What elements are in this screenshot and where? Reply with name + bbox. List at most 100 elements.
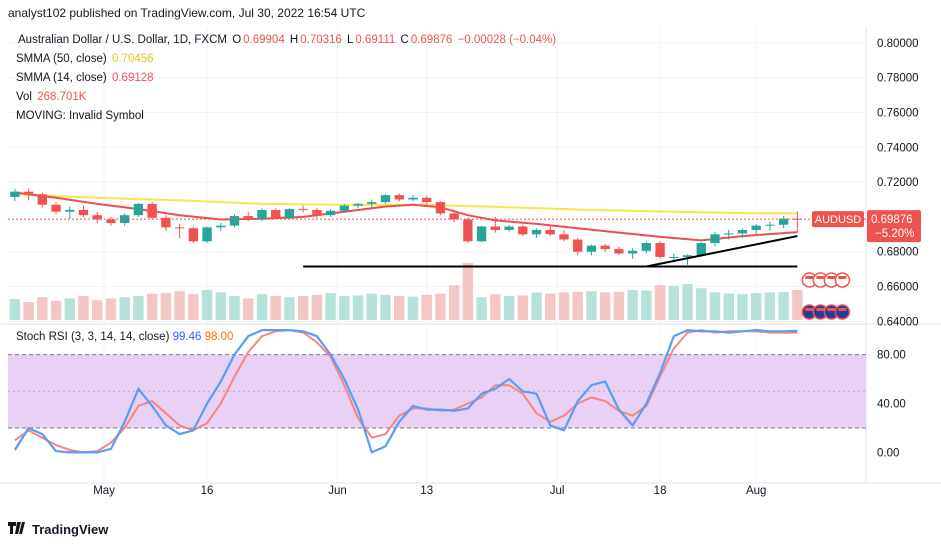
volume-bar bbox=[709, 292, 721, 320]
high-label: H bbox=[289, 34, 299, 46]
volume-bar bbox=[723, 293, 734, 320]
candle-body bbox=[394, 195, 404, 200]
symbol-badge-label: AUDUSD bbox=[815, 214, 862, 226]
candle-body bbox=[710, 234, 720, 244]
moving-legend[interactable]: MOVING: Invalid Symbol bbox=[16, 110, 144, 122]
stoch-legend[interactable]: Stoch RSI (3, 3, 14, 14, close) 99.46 98… bbox=[16, 331, 233, 343]
volume-bar bbox=[407, 296, 419, 320]
volume-bar bbox=[394, 296, 405, 320]
price-tick-label: 0.74000 bbox=[877, 142, 919, 154]
volume-bar bbox=[188, 294, 199, 320]
candle-body bbox=[229, 216, 240, 226]
candle-body bbox=[614, 249, 624, 254]
candle-body bbox=[51, 204, 61, 212]
ohlc-legend: Australian Dollar / U.S. Dollar, 1D, FXC… bbox=[16, 34, 556, 46]
volume-bar bbox=[435, 293, 446, 320]
low-value: 0.69111 bbox=[355, 34, 396, 46]
volume-bar bbox=[558, 292, 570, 320]
candle-body bbox=[339, 205, 350, 211]
published-header: analyst102 published on TradingView.com,… bbox=[8, 6, 366, 20]
stoch-tick-label: 40.00 bbox=[877, 399, 906, 411]
indicator-lines bbox=[13, 191, 798, 454]
price-tick-label: 0.76000 bbox=[877, 107, 919, 119]
volume-bar bbox=[421, 294, 432, 320]
price-tick-label: 0.72000 bbox=[877, 177, 919, 189]
stoch-k-value: 99.46 bbox=[172, 331, 202, 343]
volume-bar bbox=[792, 290, 803, 320]
footer-brand[interactable]: TradingView bbox=[8, 522, 108, 537]
volume-bar bbox=[284, 297, 295, 320]
volume-bar bbox=[23, 302, 34, 320]
candle-body bbox=[367, 202, 377, 204]
volume-bar bbox=[462, 263, 474, 320]
symbol-badge bbox=[812, 211, 864, 228]
price-chart[interactable]: 0.800000.780000.760000.740000.720000.700… bbox=[0, 28, 941, 516]
flag-icon-au bbox=[834, 304, 851, 320]
candle-body bbox=[518, 226, 528, 235]
candle-body bbox=[655, 243, 665, 257]
volume-bar bbox=[586, 291, 597, 320]
chart-container[interactable]: 0.800000.780000.760000.740000.720000.700… bbox=[0, 28, 941, 516]
volume-bar bbox=[64, 298, 75, 320]
volume-bar bbox=[160, 293, 172, 320]
volume-bar bbox=[78, 296, 89, 320]
candle-body bbox=[422, 197, 432, 203]
close-label: C bbox=[400, 34, 409, 46]
symbol-label[interactable]: Australian Dollar / U.S. Dollar, 1D, FXC… bbox=[18, 34, 227, 46]
volume-bar bbox=[243, 298, 254, 320]
candle-body bbox=[312, 209, 322, 216]
candle-body bbox=[641, 243, 652, 251]
candle-body bbox=[751, 225, 761, 230]
flag-icon-us bbox=[823, 272, 840, 288]
volume-bar bbox=[627, 290, 638, 320]
candle-body bbox=[696, 243, 706, 256]
volume-bar bbox=[325, 293, 336, 320]
open-label: O bbox=[232, 34, 242, 46]
volume-bar bbox=[37, 297, 48, 320]
change-value: −0.00028 (−0.04%) bbox=[457, 34, 557, 46]
price-badge-change: −5.20% bbox=[875, 228, 914, 240]
candle-body bbox=[271, 209, 281, 218]
candle-body bbox=[10, 191, 20, 197]
volume-bar bbox=[682, 284, 693, 320]
volume-legend[interactable]: Vol 268.701K bbox=[16, 91, 86, 103]
sma50-line bbox=[14, 193, 798, 215]
volume-bar bbox=[641, 290, 652, 320]
candle-body bbox=[545, 229, 555, 235]
volume-bar bbox=[654, 285, 666, 320]
event-flags bbox=[801, 272, 851, 320]
volume-bar bbox=[599, 292, 611, 320]
candle-body bbox=[573, 239, 583, 252]
tradingview-logo-icon bbox=[8, 522, 28, 537]
volume-bar bbox=[778, 291, 789, 320]
high-value: 0.70316 bbox=[300, 34, 342, 46]
price-badge-value: 0.69876 bbox=[871, 214, 913, 226]
candle-body bbox=[284, 209, 295, 218]
volume-bar bbox=[215, 292, 227, 320]
sma50-legend[interactable]: SMMA (50, close) 0.70456 bbox=[16, 53, 154, 65]
volume-bar bbox=[105, 298, 117, 320]
sma14-value: 0.69128 bbox=[111, 72, 154, 84]
candle-body bbox=[92, 215, 102, 220]
candles bbox=[10, 188, 803, 265]
candle-body bbox=[408, 197, 418, 200]
candle-body bbox=[37, 194, 47, 205]
volume-bar bbox=[119, 297, 130, 320]
volume-bar bbox=[517, 295, 529, 320]
volume-bar bbox=[764, 292, 776, 320]
volume-bar bbox=[352, 295, 364, 320]
volume-bar bbox=[737, 294, 748, 320]
candle-body bbox=[476, 226, 487, 242]
price-tag: AUDUSD 0.69876 −5.20% bbox=[8, 210, 921, 243]
time-tick-label: 16 bbox=[201, 485, 214, 497]
candle-body bbox=[669, 256, 679, 258]
sma14-legend[interactable]: SMMA (14, close) 0.69128 bbox=[16, 72, 154, 84]
candle-body bbox=[161, 217, 171, 228]
volume-bar bbox=[750, 293, 762, 320]
volume-bar bbox=[146, 293, 158, 320]
time-tick-label: 18 bbox=[654, 485, 667, 497]
volume-bar bbox=[531, 292, 542, 320]
volume-bar bbox=[448, 285, 460, 320]
candle-body bbox=[298, 209, 308, 211]
candle-body bbox=[778, 218, 789, 225]
